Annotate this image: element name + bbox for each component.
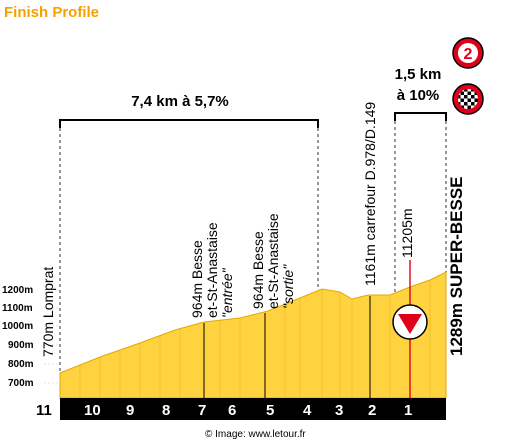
page-title: Finish Profile (4, 4, 100, 21)
elevation-label: 700m (8, 378, 34, 389)
elevation-gridlines (44, 289, 60, 384)
km-label: 10 (84, 402, 101, 419)
waypoint-label: 11205m (399, 208, 415, 258)
elevation-label: 1100m (2, 303, 33, 314)
climb-bracket (394, 112, 447, 121)
km-label: 2 (368, 402, 376, 419)
finish-label: 1289m SUPER-BESSE (447, 176, 466, 356)
waypoint-lines (203, 296, 371, 398)
waypoint-label: 964m Besse et-St-Anastaise "sortie" (250, 213, 296, 309)
km-label: 9 (126, 402, 134, 419)
elevation-label: 1000m (2, 321, 33, 332)
svg-text:964m Besse: 964m Besse (189, 240, 205, 318)
waypoint-label: 770m Lomprat (40, 267, 56, 357)
svg-text:et-St-Anastaise: et-St-Anastaise (265, 213, 281, 309)
km-label: 1 (404, 402, 412, 419)
last-km-triangle-icon (392, 304, 428, 340)
km-label: 4 (303, 402, 312, 419)
svg-text:964m Besse: 964m Besse (250, 231, 266, 309)
km-label: 6 (228, 402, 236, 419)
km-label: 11 (36, 402, 52, 419)
profile-hatching (79, 281, 431, 398)
elevation-label: 1200m (2, 285, 33, 296)
climb-label: 1,5 km (395, 66, 442, 83)
climb-bracket (59, 119, 319, 128)
category-number: 2 (464, 46, 473, 63)
waypoint-label: 964m Besse et-St-Anastaise "entrée" (189, 222, 235, 318)
checkered-flag-icon (452, 83, 484, 115)
category-badge-icon: 2 (452, 37, 484, 69)
km-axis: 10 9 8 7 6 5 4 3 2 1 (84, 402, 412, 419)
km-label: 7 (198, 402, 206, 419)
waypoint-guides (59, 121, 447, 373)
km-axis-bar (60, 398, 446, 420)
elevation-axis: 1200m 1100m 1000m 900m 800m 700m (2, 285, 34, 389)
svg-text:"sortie": "sortie" (280, 264, 296, 309)
km-label: 3 (335, 402, 343, 419)
elevation-label: 800m (8, 359, 34, 370)
svg-text:et-St-Anastaise: et-St-Anastaise (204, 222, 220, 318)
km-label: 8 (162, 402, 170, 419)
climb-label: 7,4 km à 5,7% (131, 93, 229, 110)
image-credit: © Image: www.letour.fr (205, 429, 306, 440)
climb-label: à 10% (397, 87, 440, 104)
svg-text:"entrée": "entrée" (219, 267, 235, 318)
elevation-label: 900m (8, 340, 34, 351)
km-label: 5 (266, 402, 274, 419)
waypoint-label: 1161m carrefour D.978/D.149 (362, 102, 378, 286)
